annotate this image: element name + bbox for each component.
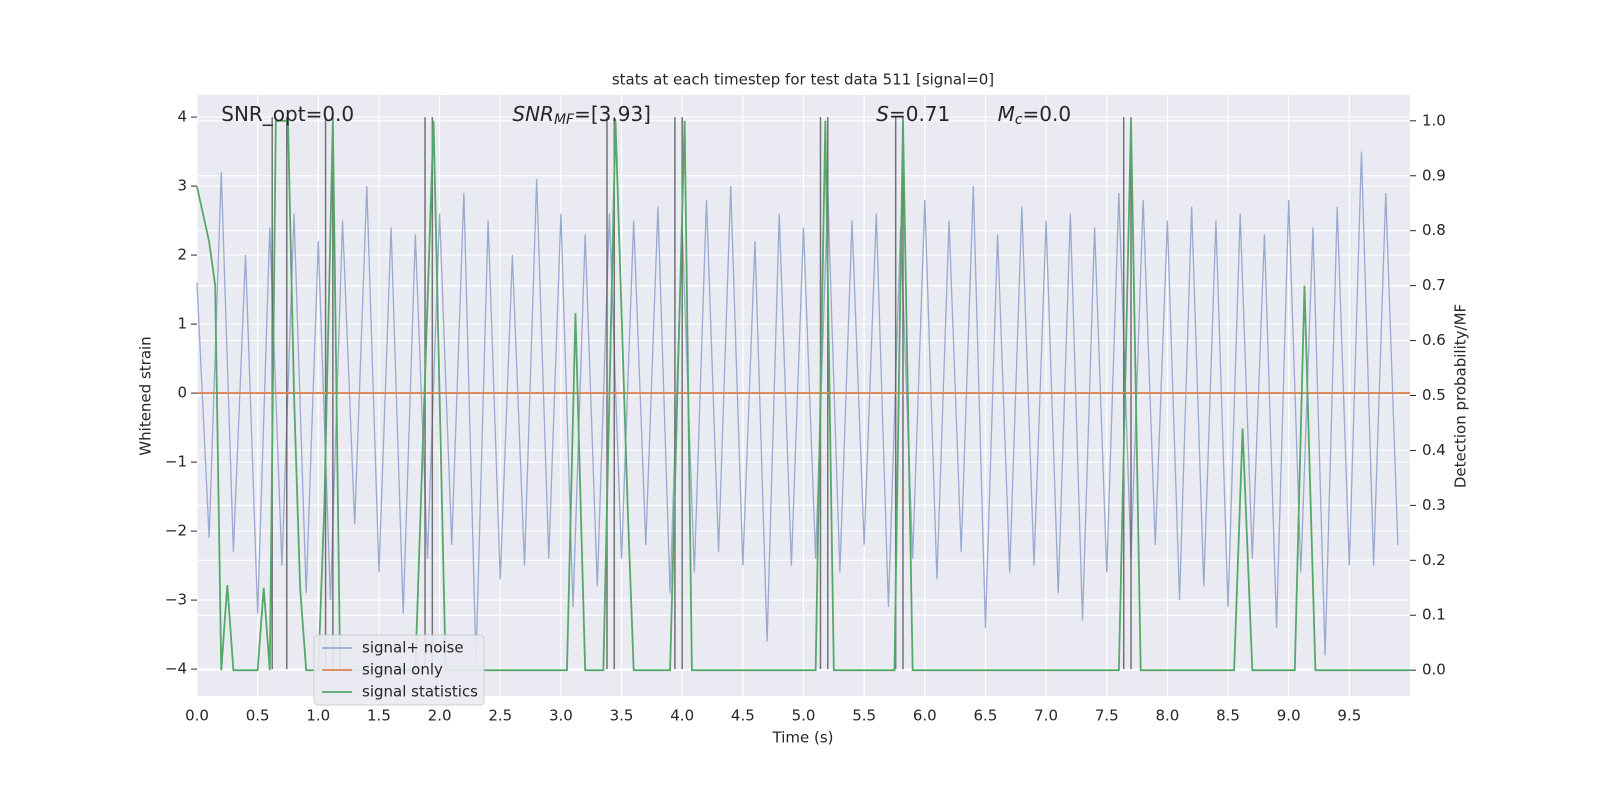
legend-box xyxy=(313,634,485,706)
legend: signal+ noise signal only signal statistic… xyxy=(313,634,485,706)
annotation-part: =[3.93] xyxy=(574,102,651,126)
annotation-part: =0.71 xyxy=(889,102,950,126)
x-tick-label: 0.0 xyxy=(185,707,209,725)
labels: 0.0 0.5 1.0 1.5 2.0 2.5 3.0 3.5 4.0 4.5 5.0 5.5 6.0 6… xyxy=(165,102,1446,725)
line-series xyxy=(196,151,1399,663)
y-tick-label: 4 xyxy=(177,108,187,126)
chart-title: stats at each timestep for test data 511… xyxy=(612,71,994,89)
line-series xyxy=(196,119,1410,672)
y2-tick-label: 0.5 xyxy=(1422,386,1446,404)
x-tick-label: 8.5 xyxy=(1216,707,1240,725)
y2-tick-label: 0.4 xyxy=(1422,441,1446,459)
y2-tick-label: 0.2 xyxy=(1422,551,1446,569)
annotation-part: S xyxy=(876,102,889,126)
x-tick-label: 5.5 xyxy=(852,707,876,725)
y2-tick-label: 0.9 xyxy=(1422,166,1446,184)
annotation-part: c xyxy=(1015,112,1023,128)
y2-tick-label: 1.0 xyxy=(1422,111,1446,129)
annotation-part: SNR xyxy=(512,102,554,126)
x-tick-label: 7.5 xyxy=(1095,707,1119,725)
y2-tick-label: 0.1 xyxy=(1422,606,1446,624)
annotation-part: M xyxy=(998,102,1015,126)
y2-tick-label: 0.6 xyxy=(1422,331,1446,349)
x-axis-label: Time (s) xyxy=(772,729,834,747)
y-tick-label: −3 xyxy=(165,591,187,609)
annotation: S=0.71 xyxy=(876,102,950,126)
y2-axis-label: Detection probability/MF xyxy=(1452,304,1470,488)
annotation: SNRMF=[3.93] xyxy=(512,102,651,129)
x-tick-label: 8.0 xyxy=(1155,707,1179,725)
annotation-part: =0.0 xyxy=(1023,102,1072,126)
x-tick-label: 1.0 xyxy=(306,707,330,725)
x-tick-label: 2.0 xyxy=(428,707,452,725)
x-tick-label: 4.0 xyxy=(670,707,694,725)
y-tick-label: 1 xyxy=(177,315,187,333)
y-tick-label: 2 xyxy=(177,246,187,264)
x-tick-label: 4.5 xyxy=(731,707,755,725)
legend-label: signal+ noise xyxy=(362,639,464,657)
x-tick-label: 3.5 xyxy=(610,707,634,725)
y-tick-label: 0 xyxy=(177,384,187,402)
x-tick-label: 7.0 xyxy=(1034,707,1058,725)
y-tick-label: 3 xyxy=(177,177,187,195)
y-tick-label: −1 xyxy=(165,453,187,471)
y2-tick-label: 0.3 xyxy=(1422,496,1446,514)
x-tick-label: 1.5 xyxy=(367,707,391,725)
y-tick-label: −2 xyxy=(165,522,187,540)
y-axis-label: Whitened strain xyxy=(137,336,155,455)
annotation: SNR_opt=0.0 xyxy=(221,102,354,126)
y2-tick-label: 0.0 xyxy=(1422,661,1446,679)
x-tick-label: 0.5 xyxy=(246,707,270,725)
x-tick-label: 9.5 xyxy=(1337,707,1361,725)
annotation-part: MF xyxy=(554,112,575,128)
annotation-part: SNR_opt=0.0 xyxy=(221,102,354,126)
x-tick-label: 2.5 xyxy=(488,707,512,725)
x-tick-label: 9.0 xyxy=(1277,707,1301,725)
x-tick-label: 5.0 xyxy=(792,707,816,725)
x-tick-label: 6.5 xyxy=(974,707,998,725)
y-tick-label: −4 xyxy=(165,660,187,678)
legend-label: signal only xyxy=(362,661,443,679)
x-tick-label: 3.0 xyxy=(549,707,573,725)
marks xyxy=(196,117,1410,672)
annotation: Mc=0.0 xyxy=(998,102,1072,129)
y2-tick-label: 0.7 xyxy=(1422,276,1446,294)
x-tick-label: 6.0 xyxy=(913,707,937,725)
y2-tick-label: 0.8 xyxy=(1422,221,1446,239)
legend-label: signal statistics xyxy=(362,683,478,701)
